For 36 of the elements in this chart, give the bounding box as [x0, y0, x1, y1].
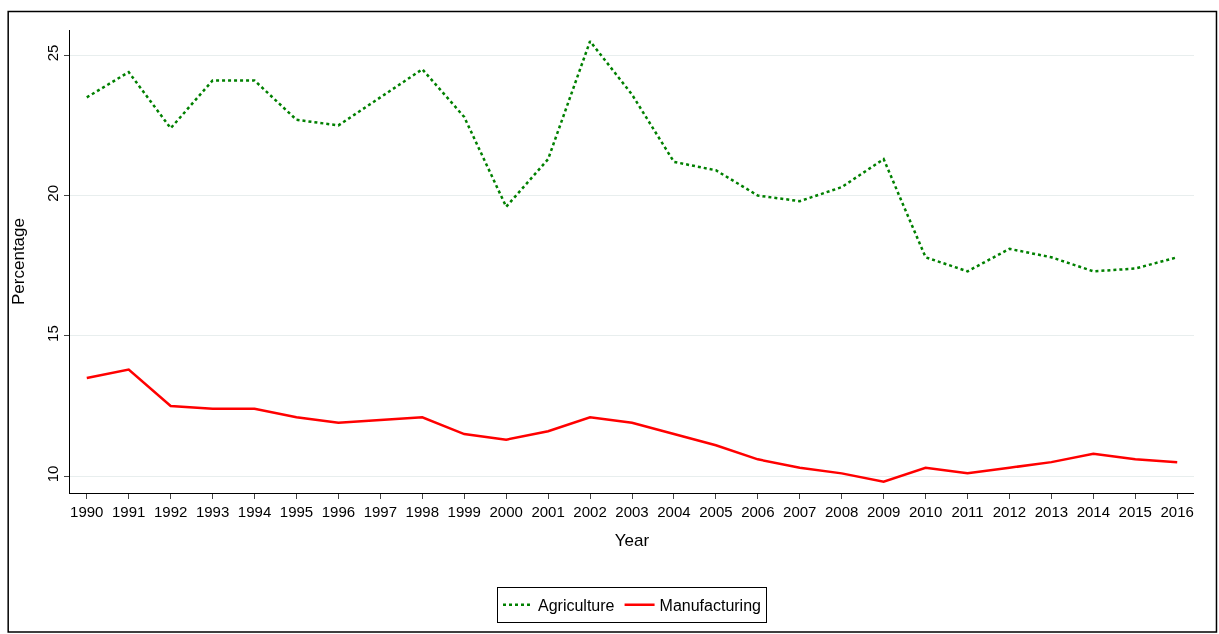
x-tick-label: 2010: [908, 503, 943, 520]
x-tick-label: 2007: [783, 503, 817, 520]
x-tick-label: 2000: [489, 503, 523, 520]
x-tick-label: 1999: [447, 503, 481, 520]
x-tick-label: 1992: [153, 503, 188, 520]
x-tick-label: 1996: [321, 503, 356, 520]
x-tick-label: 2016: [1160, 503, 1194, 520]
x-tick-label: 2013: [1034, 503, 1069, 520]
x-tick-label: 1991: [112, 503, 146, 520]
y-tick-label: 10: [44, 465, 61, 483]
x-tick-label: 2005: [699, 503, 733, 520]
x-tick-label: 2012: [992, 503, 1027, 520]
line-series: [85, 368, 1179, 484]
y-tick-label: 20: [44, 184, 61, 202]
x-tick-label: 2015: [1118, 503, 1152, 520]
y-axis-title: Percentage: [8, 218, 28, 305]
x-tick-label: 1995: [279, 503, 314, 520]
x-tick-label: 1994: [237, 503, 272, 520]
legend-label: Agriculture: [538, 596, 615, 614]
x-tick-label: 2006: [741, 503, 775, 520]
x-tick-label: 2001: [531, 503, 565, 520]
x-tick-label: 1998: [405, 503, 439, 520]
x-tick-label: 2009: [866, 503, 901, 520]
x-tick-label: 1997: [363, 503, 398, 520]
x-tick-label: 2004: [657, 503, 691, 520]
x-tick-label: 2014: [1076, 503, 1111, 520]
x-tick-label: 2002: [573, 503, 607, 520]
x-tick-label: 1993: [195, 503, 230, 520]
x-axis-title: Year: [614, 531, 650, 551]
x-tick-label: 1990: [70, 503, 104, 520]
legend-label: Manufacturing: [659, 596, 761, 614]
y-tick-label: 15: [44, 325, 61, 342]
x-tick-label: 2008: [825, 503, 859, 520]
x-tick-label: 2003: [615, 503, 649, 520]
x-tick-label: 2011: [951, 503, 984, 520]
y-tick-label: 25: [44, 44, 61, 62]
